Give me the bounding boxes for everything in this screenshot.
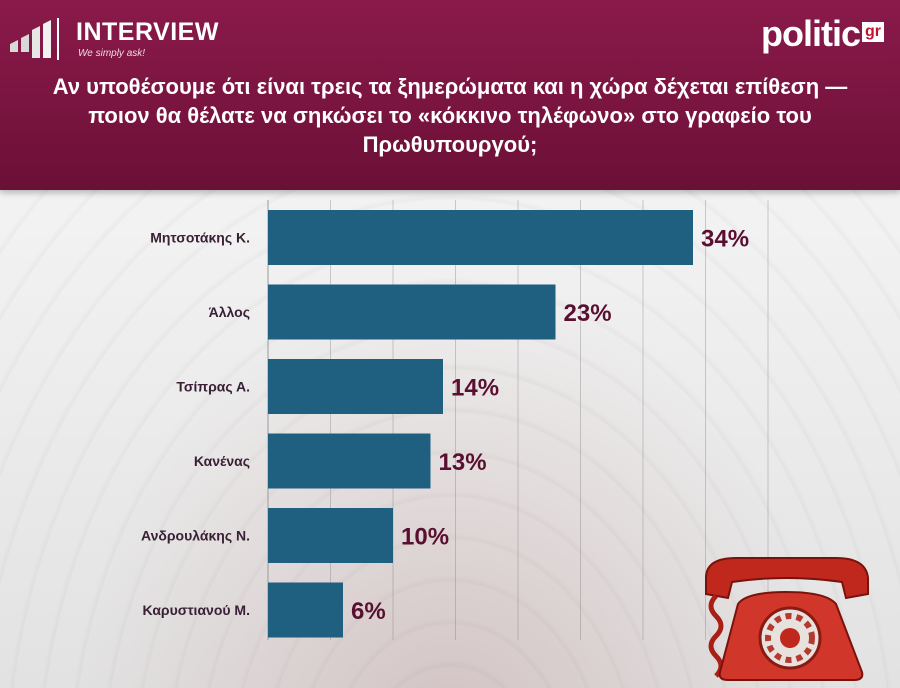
bar — [268, 508, 393, 563]
category-label: Καρυστιανού Μ. — [143, 602, 250, 618]
brand-tagline: We simply ask! — [78, 48, 146, 59]
category-label: Τσίπρας Α. — [176, 379, 250, 395]
bar — [268, 210, 693, 265]
bar — [268, 284, 556, 340]
politic-logo: politic gr — [761, 14, 884, 54]
logo-badge: gr — [862, 22, 884, 42]
bar — [268, 582, 343, 638]
bar — [268, 359, 443, 414]
red-telephone-icon — [705, 557, 869, 681]
value-label: 14% — [451, 375, 499, 402]
brand-name: INTERVIEW — [76, 18, 219, 46]
bar — [268, 433, 431, 489]
category-label: Ανδρουλάκης Ν. — [141, 528, 250, 544]
category-label: Κανένας — [194, 453, 250, 469]
logo-text: politic — [761, 13, 861, 54]
value-label: 6% — [351, 598, 386, 625]
category-label: Μητσοτάκης Κ. — [150, 230, 250, 246]
survey-question: Αν υποθέσουμε ότι είναι τρεις τα ξημερώμ… — [52, 74, 848, 157]
value-label: 23% — [564, 300, 612, 327]
category-label: Άλλος — [209, 304, 250, 320]
bar-chart: Μητσοτάκης Κ. 34% Άλλος 23% Τσίπρας Α. 14% Καν… — [141, 200, 769, 640]
bar-logo-icon — [10, 18, 59, 60]
value-label: 13% — [439, 449, 487, 476]
header-banner: INTERVIEW We simply ask! politic gr Αν υ… — [0, 0, 900, 190]
value-label: 34% — [701, 226, 749, 253]
value-label: 10% — [401, 524, 449, 551]
